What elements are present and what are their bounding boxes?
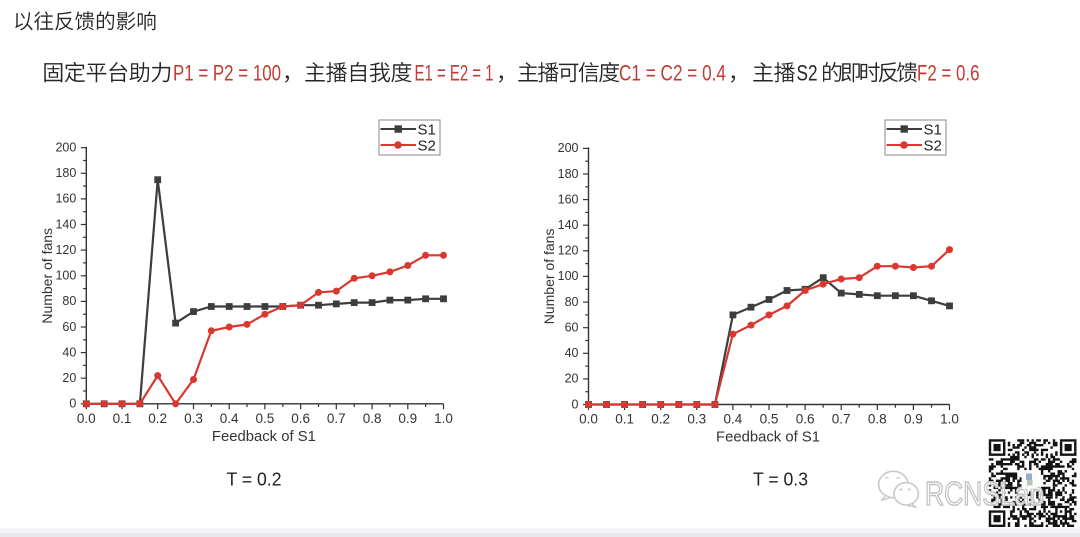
svg-text:40: 40 <box>62 345 76 359</box>
svg-text:0.5: 0.5 <box>256 411 275 426</box>
svg-text:40: 40 <box>565 346 579 360</box>
svg-text:0: 0 <box>69 397 76 411</box>
svg-text:120: 120 <box>55 243 76 257</box>
svg-text:0.9: 0.9 <box>398 411 417 426</box>
svg-text:100: 100 <box>55 269 76 283</box>
svg-text:T = 0.3: T = 0.3 <box>753 469 808 490</box>
svg-text:0.3: 0.3 <box>687 412 706 427</box>
svg-text:0.5: 0.5 <box>760 412 779 427</box>
svg-text:S1: S1 <box>418 122 436 139</box>
svg-text:100: 100 <box>558 269 579 283</box>
svg-text:Number of fans: Number of fans <box>541 229 557 325</box>
svg-text:Feedback of S1: Feedback of S1 <box>716 430 820 446</box>
svg-text:180: 180 <box>558 167 579 181</box>
svg-text:60: 60 <box>62 320 76 334</box>
svg-text:160: 160 <box>55 192 76 206</box>
svg-text:F2 = 0.6: F2 = 0.6 <box>917 61 980 86</box>
svg-text:80: 80 <box>62 294 76 308</box>
svg-text:0.2: 0.2 <box>651 412 670 427</box>
svg-text:0.7: 0.7 <box>327 411 346 426</box>
svg-text:0.3: 0.3 <box>184 411 203 426</box>
svg-text:Feedback of S1: Feedback of S1 <box>212 429 316 445</box>
svg-text:0.9: 0.9 <box>904 412 923 427</box>
svg-text:T = 0.2: T = 0.2 <box>227 469 282 490</box>
svg-text:0.8: 0.8 <box>363 411 382 426</box>
svg-text:S2: S2 <box>924 138 942 155</box>
svg-text:0.2: 0.2 <box>148 411 167 426</box>
svg-text:0.6: 0.6 <box>291 411 310 426</box>
svg-text:0.4: 0.4 <box>220 411 239 426</box>
svg-text:S2: S2 <box>797 61 818 86</box>
svg-text:0.4: 0.4 <box>724 412 743 427</box>
svg-text:0.0: 0.0 <box>579 412 598 427</box>
svg-text:0.0: 0.0 <box>77 411 96 426</box>
svg-text:0: 0 <box>572 397 579 411</box>
svg-text:P1 = P2 = 100: P1 = P2 = 100 <box>173 61 281 86</box>
svg-text:20: 20 <box>565 372 579 386</box>
svg-text:S2: S2 <box>418 138 436 155</box>
svg-text:140: 140 <box>55 217 76 231</box>
svg-text:60: 60 <box>565 321 579 335</box>
svg-text:0.6: 0.6 <box>796 412 815 427</box>
svg-text:0.1: 0.1 <box>615 412 634 427</box>
svg-text:Number of fans: Number of fans <box>39 228 55 324</box>
svg-text:140: 140 <box>558 218 579 232</box>
svg-text:20: 20 <box>62 371 76 385</box>
svg-text:1.0: 1.0 <box>434 411 453 426</box>
svg-text:0.7: 0.7 <box>832 412 851 427</box>
svg-text:S1: S1 <box>924 122 942 139</box>
svg-text:C1 = C2 = 0.4: C1 = C2 = 0.4 <box>619 61 726 86</box>
svg-text:1.0: 1.0 <box>940 412 959 427</box>
svg-text:0.1: 0.1 <box>113 411 132 426</box>
svg-text:200: 200 <box>558 141 579 155</box>
svg-text:E1 = E2 = 1: E1 = E2 = 1 <box>415 61 494 86</box>
svg-text:180: 180 <box>55 166 76 180</box>
svg-text:0.8: 0.8 <box>868 412 887 427</box>
svg-text:RCNSLab: RCNSLab <box>925 475 1044 512</box>
svg-text:160: 160 <box>558 192 579 206</box>
svg-text:120: 120 <box>558 244 579 258</box>
svg-text:80: 80 <box>565 295 579 309</box>
svg-text:200: 200 <box>55 141 76 155</box>
